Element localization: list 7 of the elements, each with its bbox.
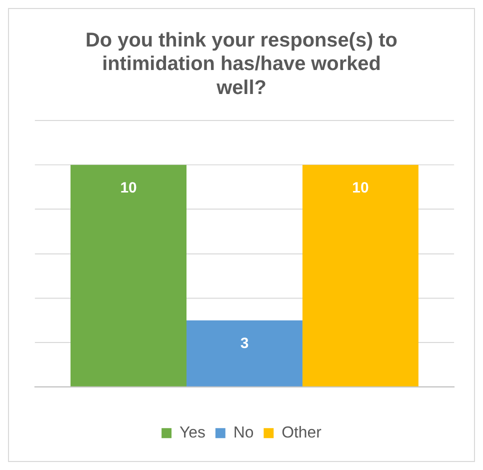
- legend-label: Other: [282, 424, 322, 442]
- legend-label: Yes: [179, 424, 206, 442]
- data-label: 10: [120, 179, 137, 196]
- chart-title: Do you think your response(s) to intimidation has/have worked well?: [86, 29, 398, 100]
- data-label: 3: [240, 334, 249, 352]
- data-label: 10: [352, 179, 369, 196]
- legend-label: No: [233, 424, 254, 442]
